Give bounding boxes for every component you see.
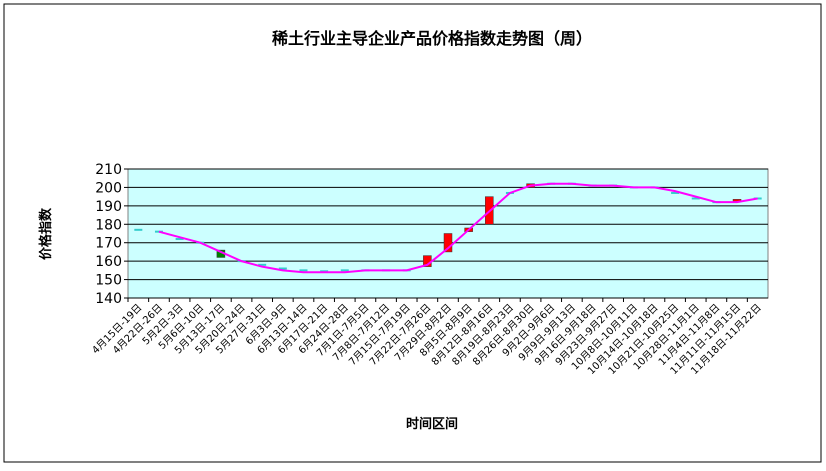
y-tick-label: 160 bbox=[95, 254, 122, 270]
y-tick-label: 140 bbox=[95, 291, 122, 307]
candle-body bbox=[340, 269, 349, 272]
candle-body bbox=[258, 263, 267, 266]
candle-body bbox=[278, 267, 287, 270]
candle-body bbox=[175, 238, 184, 241]
chart-title: 稀土行业主导企业产品价格指数走势图（周） bbox=[272, 29, 592, 48]
candle-body bbox=[134, 228, 143, 231]
candle-body bbox=[671, 191, 680, 194]
y-tick-label: 200 bbox=[95, 180, 122, 196]
y-tick-label: 210 bbox=[95, 162, 122, 178]
y-tick-label: 190 bbox=[95, 199, 122, 215]
y-tick-label: 180 bbox=[95, 217, 122, 233]
y-tick-label: 170 bbox=[95, 236, 122, 252]
trend-line bbox=[158, 182, 758, 274]
y-axis-label: 价格指数 bbox=[38, 207, 54, 260]
candle-body bbox=[299, 269, 308, 272]
x-axis-label: 时间区间 bbox=[406, 416, 458, 432]
candle-body bbox=[443, 233, 453, 253]
candle-body bbox=[691, 197, 700, 200]
y-tick-label: 150 bbox=[95, 273, 122, 289]
